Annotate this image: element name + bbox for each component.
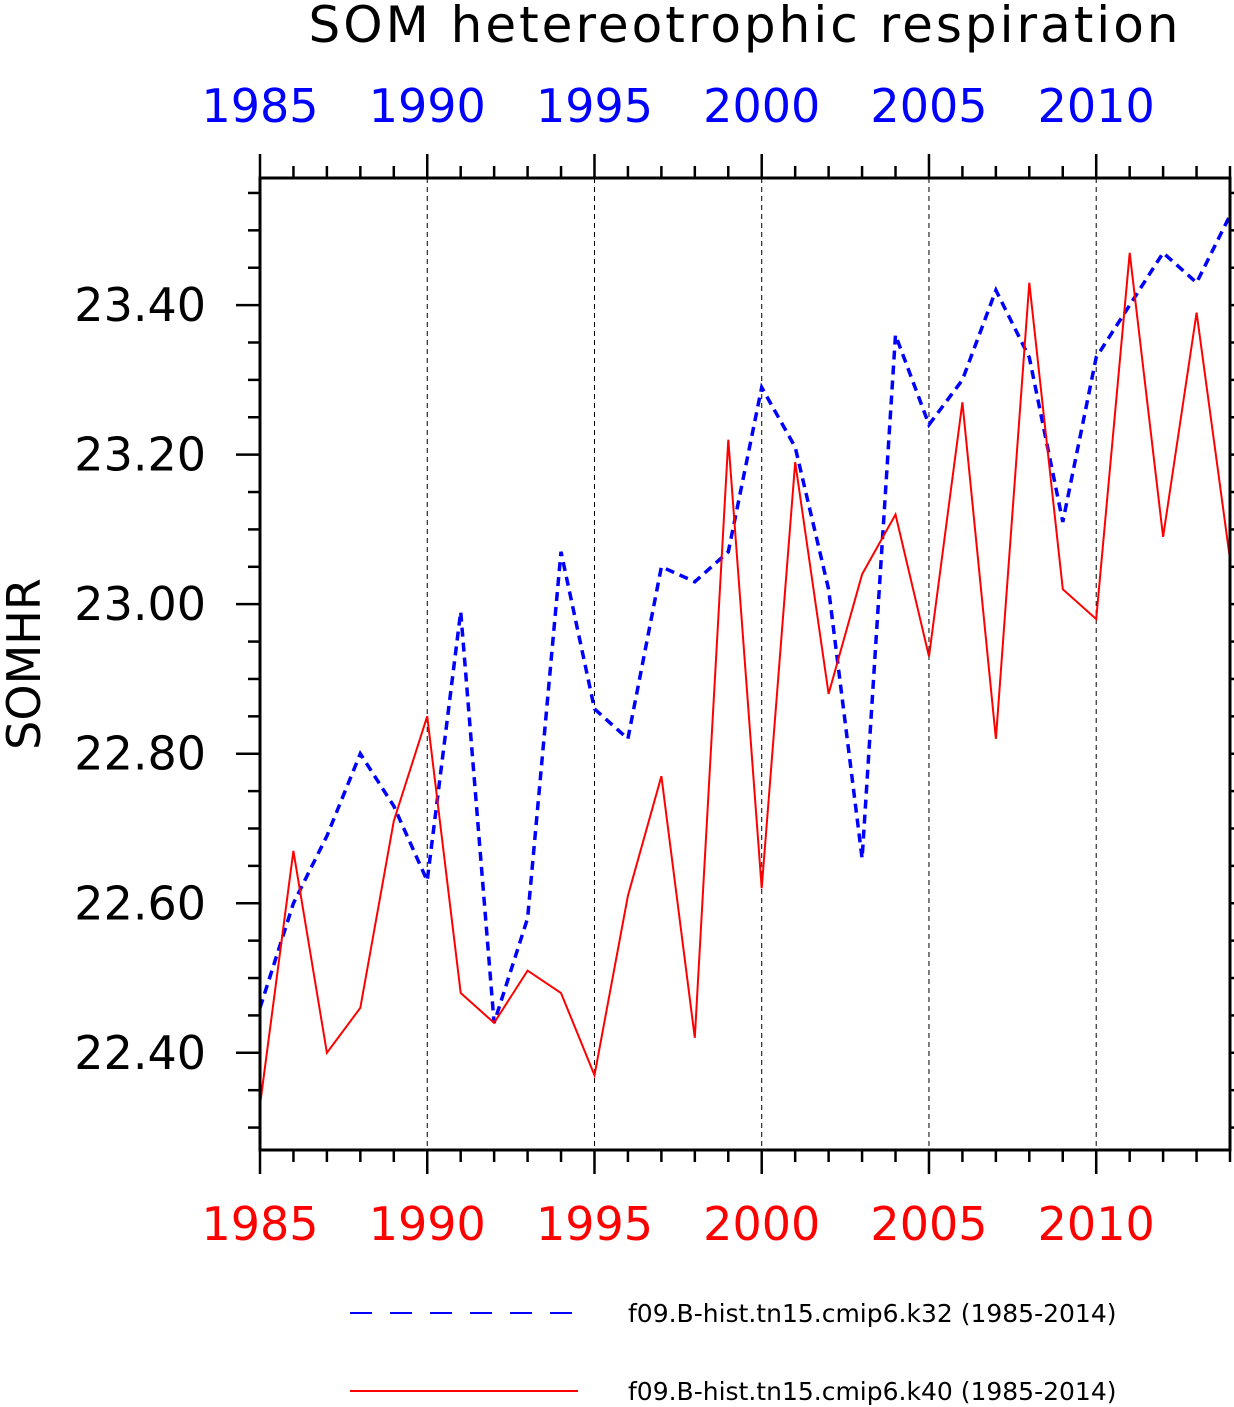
y-axis-label: SOMHR xyxy=(0,578,51,750)
series-lines xyxy=(260,214,1230,1106)
y-tick-label: 22.80 xyxy=(74,727,206,781)
y-tick-label: 22.40 xyxy=(74,1026,206,1080)
top-tick-label: 1985 xyxy=(201,79,318,133)
bottom-tick-label: 2000 xyxy=(703,1197,820,1251)
top-tick-label: 2005 xyxy=(870,79,987,133)
chart-title: SOM hetereotrophic respiration xyxy=(309,0,1182,54)
top-tick-label: 2000 xyxy=(703,79,820,133)
top-tick-label: 2010 xyxy=(1038,79,1155,133)
bottom-tick-label: 2005 xyxy=(870,1197,987,1251)
plot-frame xyxy=(258,176,1232,1152)
bottom-tick-label: 1985 xyxy=(201,1197,318,1251)
legend-label-1: f09.B-hist.tn15.cmip6.k40 (1985-2014) xyxy=(628,1377,1116,1406)
grid-lines xyxy=(426,178,1097,1150)
bottom-tick-label: 1990 xyxy=(369,1197,486,1251)
y-tick-label: 22.60 xyxy=(74,876,206,930)
bottom-tick-label: 1995 xyxy=(536,1197,653,1251)
top-tick-label: 1995 xyxy=(536,79,653,133)
left-axis: 22.40 22.60 22.80 23.00 23.20 23.40 xyxy=(74,191,260,1129)
legend: f09.B-hist.tn15.cmip6.k32 (1985-2014) f09… xyxy=(350,1299,1116,1406)
y-tick-label: 23.40 xyxy=(74,278,206,332)
y-tick-label: 23.00 xyxy=(74,577,206,631)
y-tick-label: 23.20 xyxy=(74,428,206,482)
bottom-tick-label: 2010 xyxy=(1038,1197,1155,1251)
bottom-axis: 1985 1990 1995 2000 2005 2010 xyxy=(201,1150,1232,1251)
top-axis: 1985 1990 1995 2000 2005 2010 xyxy=(201,79,1232,178)
series-line-0 xyxy=(260,214,1230,1024)
legend-label-0: f09.B-hist.tn15.cmip6.k32 (1985-2014) xyxy=(628,1299,1116,1328)
right-axis xyxy=(1230,191,1234,1129)
top-tick-label: 1990 xyxy=(369,79,486,133)
series-line-1 xyxy=(260,252,1230,1106)
